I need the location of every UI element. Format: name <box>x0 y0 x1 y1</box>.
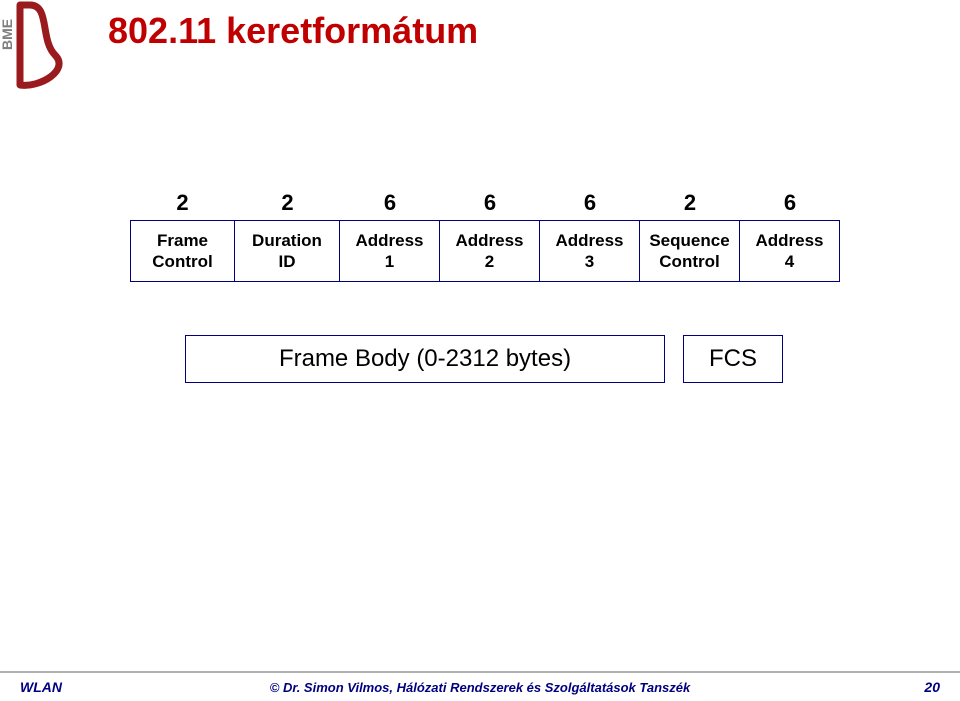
header-field: SequenceControl <box>640 220 740 282</box>
frame-body-cell: Frame Body (0-2312 bytes) <box>185 335 665 383</box>
fcs-cell: FCS <box>683 335 783 383</box>
header-field: Address3 <box>540 220 640 282</box>
footer-left: WLAN <box>20 679 62 695</box>
byte-count: 6 <box>540 190 640 220</box>
byte-count: 2 <box>130 190 235 220</box>
header-field: DurationID <box>235 220 340 282</box>
frame-body-diagram: Frame Body (0-2312 bytes) FCS <box>185 335 783 383</box>
header-field: FrameControl <box>130 220 235 282</box>
logo-text: BME <box>0 19 15 50</box>
slide-footer: WLAN © Dr. Simon Vilmos, Hálózati Rendsz… <box>0 671 960 701</box>
header-field: Address4 <box>740 220 840 282</box>
byte-count: 2 <box>640 190 740 220</box>
footer-center: © Dr. Simon Vilmos, Hálózati Rendszerek … <box>270 680 690 695</box>
byte-count: 6 <box>340 190 440 220</box>
bme-logo: BME <box>0 0 90 90</box>
byte-count: 6 <box>740 190 840 220</box>
byte-count: 6 <box>440 190 540 220</box>
frame-header-diagram: 2266626 FrameControlDurationIDAddress1Ad… <box>130 190 840 282</box>
header-field: Address1 <box>340 220 440 282</box>
logo-swoosh <box>20 5 59 85</box>
byte-count: 2 <box>235 190 340 220</box>
header-field: Address2 <box>440 220 540 282</box>
footer-page-number: 20 <box>924 679 940 695</box>
slide-title: 802.11 keretformátum <box>108 10 478 52</box>
